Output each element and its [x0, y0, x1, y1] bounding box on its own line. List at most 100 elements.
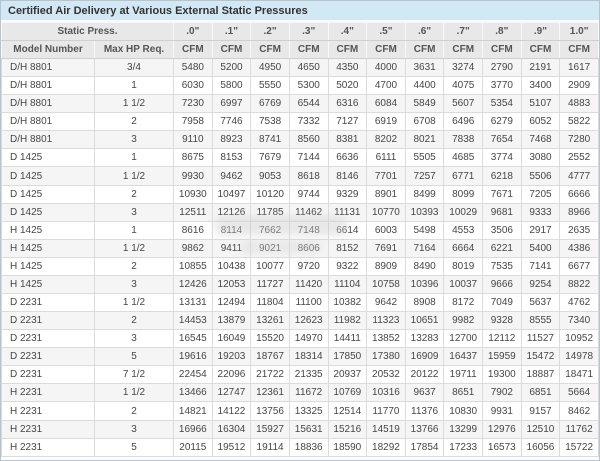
pressure-header-10: 1.0" — [559, 22, 599, 41]
cfm-cell-8: 12112 — [482, 329, 522, 349]
cfm-cell-4: 8146 — [327, 166, 368, 186]
cfm-cell-6: 13766 — [404, 419, 445, 439]
cfm-cell-8: 2790 — [482, 57, 522, 78]
cfm-cell-4: 6636 — [327, 148, 368, 168]
cfm-cell-3: 4650 — [288, 57, 329, 78]
pressure-header-8: .8" — [482, 22, 522, 41]
cfm-cell-6: 10651 — [404, 311, 445, 331]
cfm-cell-0: 6030 — [173, 76, 213, 96]
cfm-cell-2: 13261 — [250, 311, 290, 331]
hp-cell: 3 — [93, 274, 175, 295]
cfm-cell-5: 8202 — [366, 130, 406, 150]
table-row: H 1425 1 8616 8114 7662 7148 6614 6003 5498 4553 3… — [1, 220, 599, 240]
cfm-cell-7: 10037 — [443, 274, 484, 295]
cfm-cell-3: 13325 — [288, 401, 329, 421]
cfm-cell-5: 6919 — [366, 112, 406, 132]
cfm-cell-1: 5800 — [211, 76, 252, 96]
cfm-cell-2: 5550 — [250, 76, 290, 96]
cfm-unit-header-0: CFM — [173, 40, 213, 59]
cfm-cell-2: 21722 — [250, 365, 290, 385]
cfm-cell-7: 9982 — [443, 311, 484, 331]
pressure-header-4: .4" — [327, 22, 368, 41]
hp-cell: 1 1/2 — [93, 238, 175, 258]
cfm-cell-7: 8651 — [443, 383, 484, 403]
cfm-unit-header-8: CFM — [482, 40, 522, 59]
cfm-cell-10: 18471 — [559, 365, 599, 385]
cfm-cell-5: 6003 — [366, 220, 406, 240]
hp-cell: 5 — [93, 347, 175, 367]
model-cell: H 2231 — [1, 419, 95, 439]
cfm-cell-1: 22096 — [211, 365, 252, 385]
cfm-cell-6: 17854 — [404, 437, 445, 458]
cfm-cell-4: 10769 — [327, 383, 368, 403]
cfm-cell-3: 5300 — [288, 76, 329, 96]
cfm-cell-9: 18887 — [520, 365, 561, 385]
cfm-cell-10: 7340 — [559, 311, 599, 331]
table-row: D 2231 7 1/2 22454 22096 21722 21335 20937 2053… — [1, 365, 599, 385]
hp-cell: 1 1/2 — [93, 383, 175, 403]
model-cell: D 1425 — [1, 166, 95, 186]
table-row: H 2231 5 20115 19512 19114 18836 18590 18292 178… — [1, 437, 599, 458]
hp-cell: 2 — [93, 401, 175, 421]
cfm-unit-header-6: CFM — [404, 40, 445, 59]
cfm-cell-3: 15631 — [288, 419, 329, 439]
cfm-cell-3: 8560 — [288, 130, 329, 150]
air-delivery-table: Static Press. .0" .1" .2" .3" .4" .5" .6" .7" .8… — [1, 22, 599, 458]
table-row: D/H 8801 3 9110 8923 8741 8560 8381 8202 8021 783… — [1, 130, 599, 150]
model-cell: H 2231 — [1, 383, 95, 403]
table-row: H 2231 2 14821 14122 13756 13325 12514 11770 113… — [1, 401, 599, 421]
cfm-cell-4: 7127 — [327, 112, 368, 132]
cfm-unit-header-5: CFM — [366, 40, 406, 59]
table-row: H 1425 3 12426 12053 11727 11420 11104 10758 103… — [1, 274, 599, 295]
cfm-cell-2: 15520 — [250, 329, 290, 349]
model-cell: H 1425 — [1, 256, 95, 276]
cfm-cell-7: 6496 — [443, 112, 484, 132]
cfm-cell-7: 7838 — [443, 130, 484, 150]
pressure-header-9: .9" — [520, 22, 561, 41]
cfm-cell-9: 15472 — [520, 347, 561, 367]
cfm-cell-9: 11527 — [520, 329, 561, 349]
cfm-cell-5: 6111 — [366, 148, 406, 168]
table-row: D 2231 1 1/2 13131 12494 11804 11100 10382 9642… — [1, 293, 599, 313]
cfm-cell-10: 11762 — [559, 419, 599, 439]
model-cell: D 2231 — [1, 329, 95, 349]
cfm-cell-4: 11131 — [327, 202, 368, 222]
cfm-cell-6: 10396 — [404, 274, 445, 295]
cfm-cell-9: 16056 — [520, 437, 561, 458]
cfm-cell-3: 11462 — [288, 202, 329, 222]
cfm-cell-0: 22454 — [173, 365, 213, 385]
cfm-cell-5: 11323 — [366, 311, 406, 331]
cfm-cell-0: 16545 — [173, 329, 213, 349]
cfm-cell-1: 10497 — [211, 184, 252, 204]
cfm-cell-8: 5354 — [482, 94, 522, 114]
model-cell: H 1425 — [1, 238, 95, 258]
cfm-cell-5: 11770 — [366, 401, 406, 421]
cfm-cell-9: 6851 — [520, 383, 561, 403]
cfm-cell-10: 14978 — [559, 347, 599, 367]
cfm-cell-3: 7332 — [288, 112, 329, 132]
cfm-cell-8: 7902 — [482, 383, 522, 403]
table-row: D 2231 5 19616 19203 18767 18314 17850 17380 169… — [1, 347, 599, 367]
cfm-cell-2: 19114 — [250, 437, 290, 458]
hp-cell: 7 1/2 — [93, 365, 175, 385]
cfm-cell-6: 20122 — [404, 365, 445, 385]
model-number-header: Model Number — [1, 40, 95, 59]
cfm-cell-1: 12053 — [211, 274, 252, 295]
cfm-unit-header-3: CFM — [288, 40, 329, 59]
unit-header-row: Model Number Max HP Req. CFM CFM CFM CFM CFM… — [1, 40, 599, 59]
cfm-unit-header-10: CFM — [559, 40, 599, 59]
cfm-cell-5: 18292 — [366, 437, 406, 458]
cfm-cell-10: 8462 — [559, 401, 599, 421]
cfm-cell-2: 11804 — [250, 293, 290, 313]
cfm-cell-3: 18836 — [288, 437, 329, 458]
table-row: D/H 8801 1 6030 5800 5550 5300 5020 4700 4400 407… — [1, 76, 599, 96]
model-cell: D/H 8801 — [1, 57, 95, 78]
cfm-cell-1: 10438 — [211, 256, 252, 276]
cfm-cell-8: 6221 — [482, 238, 522, 258]
cfm-cell-4: 20937 — [327, 365, 368, 385]
pressure-header-2: .2" — [250, 22, 290, 41]
cfm-cell-7: 4075 — [443, 76, 484, 96]
cfm-cell-9: 7205 — [520, 184, 561, 204]
model-cell: H 1425 — [1, 274, 95, 295]
pressure-header-0: .0" — [173, 22, 213, 41]
